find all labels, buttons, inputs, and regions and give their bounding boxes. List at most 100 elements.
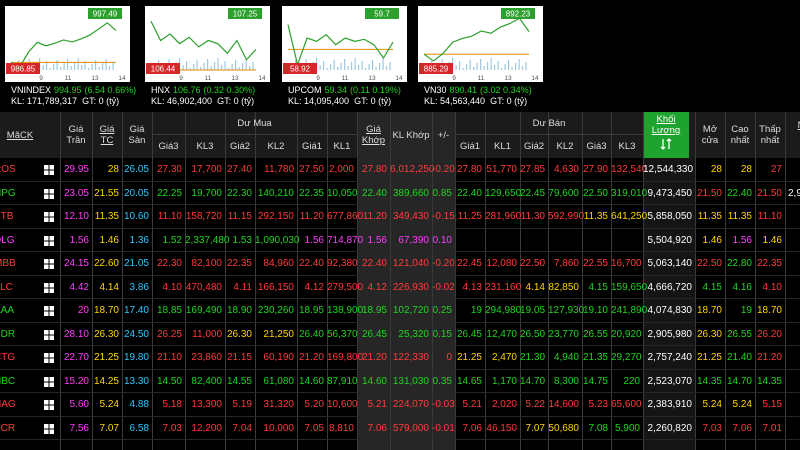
stock-symbol[interactable]: HBC: [0, 375, 16, 387]
low-label: 885.29: [424, 65, 449, 74]
index-volume: KL: 46,902,400 GT: 0 (tỷ): [151, 96, 254, 107]
cell: 18.95: [361, 305, 387, 316]
cell: 11.35: [697, 211, 722, 222]
stock-symbol[interactable]: HPG: [0, 187, 16, 199]
cell: 28.10: [63, 328, 89, 340]
stock-symbol[interactable]: HAG: [0, 399, 16, 410]
grid-icon: [44, 165, 54, 175]
volume-bar: [81, 65, 83, 70]
volume-bar: [60, 67, 62, 70]
volume-bar: [245, 59, 247, 70]
cell: 14.65: [456, 375, 482, 387]
grid-icon-cell: [44, 282, 49, 287]
high-label: 892.23: [506, 10, 531, 19]
volume-bar: [182, 65, 184, 70]
volume-bar: [189, 68, 191, 70]
grid-icon-cell: [44, 241, 49, 246]
column-header: KL2: [267, 140, 285, 152]
grid-icon-cell: [49, 423, 54, 428]
volume-bar: [221, 65, 223, 70]
cell: 22.35: [298, 187, 324, 199]
stock-symbol[interactable]: FLC: [0, 281, 13, 293]
cell: 16,700: [611, 258, 642, 269]
low-label-bg: [146, 63, 180, 74]
cell: 4.14: [99, 281, 119, 293]
cell: 14.70: [726, 375, 752, 387]
volume-bar: [508, 60, 510, 70]
cell: 21.15: [226, 352, 252, 363]
volume-bar: [337, 67, 339, 70]
cell: 26.55: [582, 328, 608, 340]
low-label: 986.85: [11, 65, 36, 74]
cell: 22.50: [520, 258, 546, 269]
cell: 4,940: [553, 352, 579, 363]
volume-bar: [77, 58, 79, 70]
cell: 11,000: [192, 328, 222, 340]
cell: 1.36: [129, 234, 149, 246]
x-tick-label: 9: [316, 75, 320, 82]
column-header: Cao nhất: [730, 124, 750, 146]
index-volume: KL: 54,563,440 GT: 0 (tỷ): [424, 96, 527, 107]
cell: 5.21: [367, 399, 387, 410]
cell: 26.55: [726, 328, 752, 340]
cell: 22.55: [582, 258, 608, 269]
cell: 159,650: [611, 281, 648, 293]
cell: 27.30: [156, 164, 182, 175]
stock-symbol[interactable]: CTG: [0, 352, 16, 363]
cell: 11.20: [362, 211, 387, 222]
cell: 19.10: [582, 305, 608, 316]
cell: 4.12: [367, 281, 387, 293]
stock-symbol[interactable]: AAA: [0, 305, 15, 316]
column-header: KL1: [333, 140, 351, 152]
volume-bar: [46, 61, 48, 70]
stock-symbol[interactable]: ROS: [0, 164, 16, 175]
cell: 21,250: [263, 328, 294, 340]
stock-symbol[interactable]: MBB: [0, 258, 16, 269]
cell: 19.80: [123, 352, 149, 363]
cell: 1.46: [99, 234, 119, 246]
mini-chart: 892.23 885.299 11 13 14: [418, 6, 543, 82]
cell: 22.70: [63, 352, 89, 363]
cell: 14.35: [756, 375, 782, 387]
cell: 169,490: [185, 305, 222, 316]
stock-symbol[interactable]: PDR: [0, 328, 16, 340]
volume-bar: [462, 68, 464, 70]
cell: 22.40: [361, 258, 387, 269]
column-header: Giá Khớp: [361, 124, 386, 146]
high-label: 59.7: [374, 10, 390, 19]
grid-icon-cell: [49, 353, 54, 358]
low-label: 106.44: [151, 65, 176, 74]
cell: 28: [107, 164, 119, 175]
volume-bar: [476, 63, 478, 70]
volume-bar: [469, 60, 471, 70]
cell: 60,190: [263, 352, 294, 363]
cell: 11.20: [299, 211, 324, 222]
volume-bar: [112, 62, 114, 70]
volume-bar: [501, 68, 503, 70]
stock-symbol[interactable]: DLG: [0, 234, 15, 246]
cell: 5.60: [69, 399, 89, 410]
cell: 22.45: [520, 187, 546, 199]
cell: 11.30: [520, 211, 545, 222]
index-name: HNX: [151, 85, 171, 95]
grid-icon: [44, 212, 54, 222]
cell: 67,390: [398, 234, 429, 246]
cell: 226,930: [392, 281, 429, 293]
column-header: Giá Sàn: [128, 124, 146, 146]
grid-icon: [44, 400, 54, 410]
grid-icon-cell: [44, 376, 49, 381]
volume-bar: [67, 59, 69, 70]
x-tick-label: 14: [258, 75, 266, 82]
row-separator: [0, 180, 800, 182]
cell: 21.25: [93, 352, 119, 363]
cell: 14.25: [93, 375, 119, 387]
stock-symbol[interactable]: STB: [0, 211, 14, 222]
column-header[interactable]: Khối Lượng: [651, 114, 681, 136]
index-summary: HNX 106.76 (0.32 0.30%): [151, 85, 255, 96]
cell: 7.06: [462, 422, 482, 434]
index-line: [423, 17, 530, 62]
index-value: 106.76: [173, 85, 201, 95]
cell: 220: [623, 375, 640, 387]
cell: 28: [740, 164, 752, 175]
stock-symbol[interactable]: SCR: [0, 422, 16, 434]
